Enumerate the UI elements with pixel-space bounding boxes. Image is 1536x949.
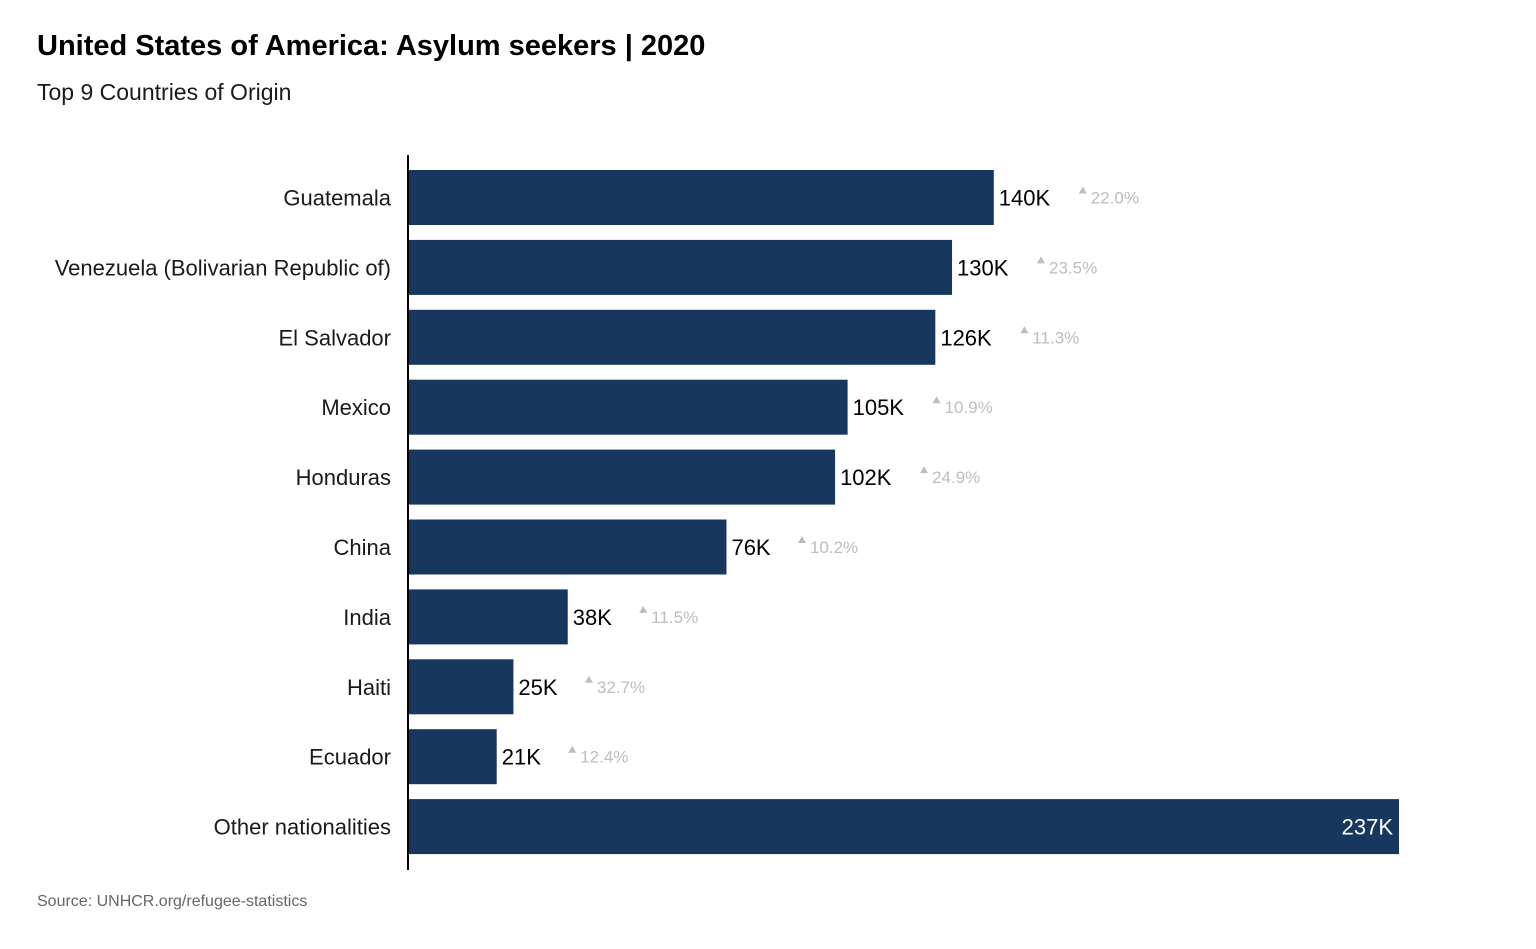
bar-6 bbox=[409, 589, 568, 645]
chart-subtitle: Top 9 Countries of Origin bbox=[37, 79, 292, 105]
value-label: 25K bbox=[518, 675, 557, 700]
value-label: 38K bbox=[573, 605, 612, 630]
change-label: 24.9% bbox=[932, 468, 980, 487]
triangle-up-icon bbox=[920, 466, 929, 474]
value-label: 76K bbox=[731, 535, 770, 560]
value-label: 105K bbox=[853, 395, 905, 420]
triangle-up-icon bbox=[1020, 326, 1029, 334]
bar-5 bbox=[409, 519, 727, 575]
category-label: Ecuador bbox=[309, 745, 391, 770]
bar-0 bbox=[409, 170, 994, 225]
value-label: 126K bbox=[940, 325, 992, 350]
triangle-up-icon bbox=[1078, 186, 1087, 194]
triangle-up-icon bbox=[797, 536, 806, 543]
bar-4 bbox=[409, 449, 836, 505]
bar-3 bbox=[409, 379, 848, 435]
change-label: 10.9% bbox=[945, 398, 993, 417]
category-label: Honduras bbox=[296, 465, 391, 490]
change-label: 23.5% bbox=[1049, 258, 1097, 277]
bar-7 bbox=[409, 659, 514, 715]
change-label: 11.5% bbox=[651, 608, 698, 627]
triangle-up-icon bbox=[584, 675, 593, 683]
bar-1 bbox=[409, 239, 953, 295]
change-label: 10.2% bbox=[810, 538, 858, 557]
change-label: 32.7% bbox=[597, 678, 645, 697]
category-label: Guatemala bbox=[283, 186, 391, 211]
value-label: 237K bbox=[1342, 815, 1394, 840]
chart-title: United States of America: Asylum seekers… bbox=[37, 30, 706, 62]
category-label: India bbox=[343, 605, 391, 630]
value-label: 130K bbox=[957, 255, 1009, 280]
category-label: Mexico bbox=[321, 395, 391, 420]
triangle-up-icon bbox=[1037, 256, 1046, 264]
value-label: 140K bbox=[999, 186, 1051, 211]
category-label: Venezuela (Bolivarian Republic of) bbox=[55, 255, 391, 280]
triangle-up-icon bbox=[932, 396, 941, 404]
triangle-up-icon bbox=[639, 605, 648, 613]
bar-2 bbox=[409, 309, 936, 365]
bar-9 bbox=[409, 799, 1399, 855]
bar-8 bbox=[409, 729, 497, 785]
category-label: Haiti bbox=[347, 675, 391, 700]
value-label: 21K bbox=[502, 745, 541, 770]
category-label: China bbox=[334, 535, 392, 560]
triangle-up-icon bbox=[568, 745, 577, 753]
change-label: 12.4% bbox=[580, 748, 628, 767]
category-label: El Salvador bbox=[278, 325, 391, 350]
value-label: 102K bbox=[840, 465, 892, 490]
change-label: 11.3% bbox=[1032, 328, 1079, 347]
category-label: Other nationalities bbox=[214, 815, 391, 840]
source-note: Source: UNHCR.org/refugee-statistics bbox=[37, 893, 308, 910]
change-label: 22.0% bbox=[1091, 189, 1139, 208]
